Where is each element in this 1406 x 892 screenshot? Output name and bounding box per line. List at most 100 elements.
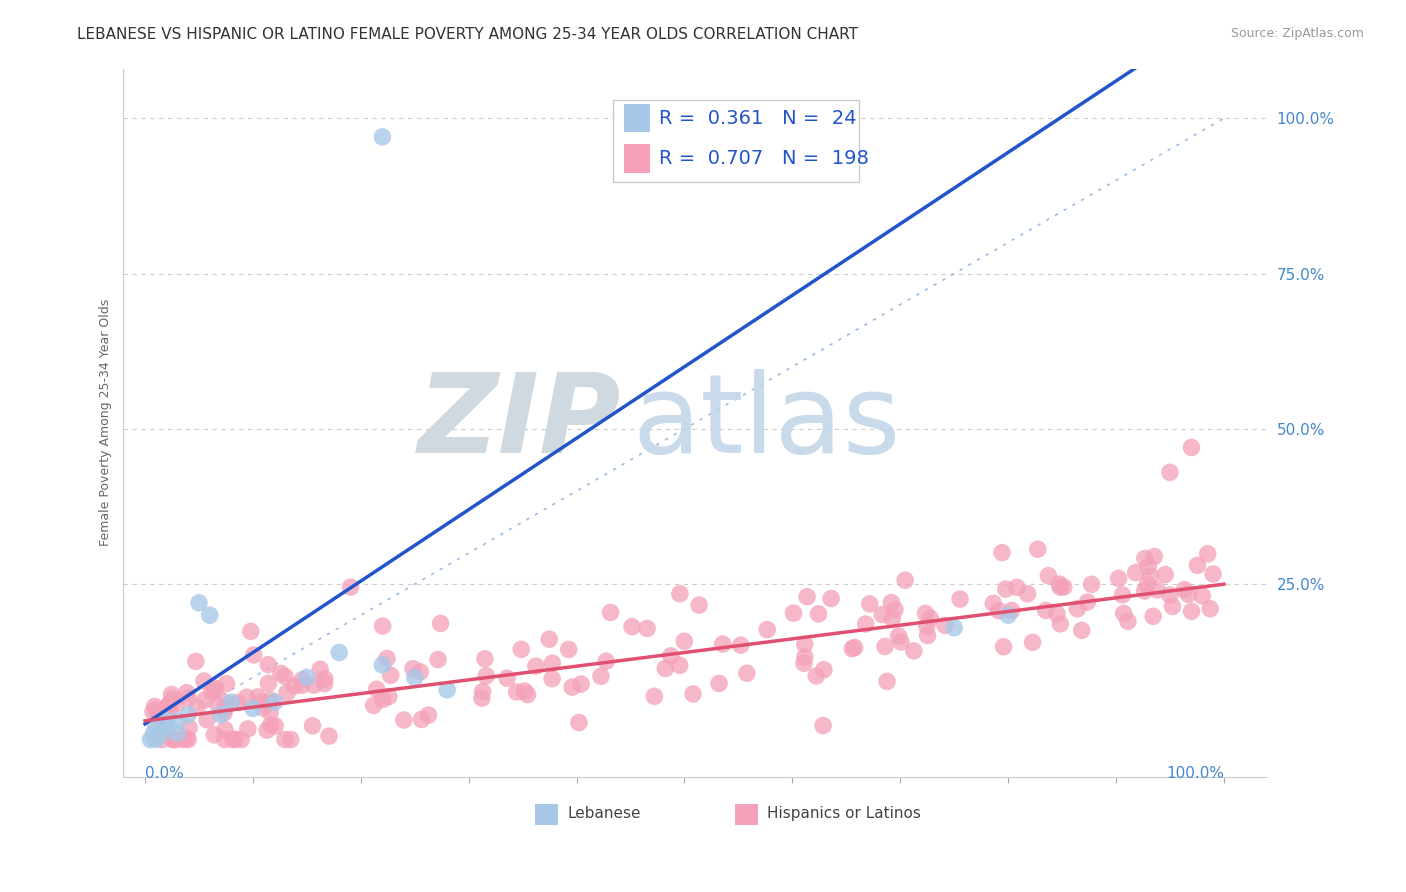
Point — [1053, 580, 1076, 594]
Point — [204, 681, 226, 695]
Point — [949, 592, 972, 607]
Point — [314, 672, 336, 686]
Point — [256, 723, 278, 738]
Point — [226, 696, 249, 710]
Point — [257, 657, 280, 672]
Point — [259, 706, 281, 720]
Point — [302, 678, 325, 692]
Point — [1080, 577, 1102, 591]
Point — [793, 650, 815, 665]
Point — [236, 722, 259, 736]
Text: atlas: atlas — [633, 369, 901, 476]
Point — [1047, 577, 1070, 591]
Point — [934, 618, 956, 632]
Point — [474, 652, 496, 666]
Point — [427, 652, 450, 666]
Point — [557, 642, 579, 657]
Point — [1197, 547, 1219, 561]
Point — [510, 642, 533, 657]
Text: R =  0.361   N =  24: R = 0.361 N = 24 — [658, 109, 856, 128]
Point — [166, 726, 188, 740]
Bar — [536, 804, 558, 825]
Point — [239, 624, 262, 639]
Point — [589, 669, 612, 683]
Point — [214, 723, 236, 737]
Point — [156, 714, 179, 728]
Bar — [624, 104, 650, 132]
Point — [142, 726, 165, 740]
Point — [176, 731, 198, 746]
Point — [654, 661, 676, 675]
Text: 100.0%: 100.0% — [1166, 766, 1223, 781]
Point — [328, 646, 350, 660]
Point — [246, 690, 269, 704]
Point — [194, 692, 217, 706]
Point — [159, 702, 181, 716]
Point — [172, 732, 194, 747]
Point — [880, 596, 903, 610]
Point — [242, 648, 264, 662]
Point — [371, 692, 394, 706]
Point — [1177, 587, 1199, 601]
Point — [242, 701, 264, 715]
Point — [1137, 559, 1160, 574]
Point — [177, 690, 200, 705]
Point — [314, 677, 336, 691]
Point — [152, 732, 174, 747]
Point — [418, 708, 440, 723]
Point — [207, 698, 229, 713]
Point — [280, 732, 302, 747]
Point — [820, 591, 842, 606]
Point — [260, 693, 283, 707]
Point — [257, 676, 280, 690]
Point — [177, 707, 200, 722]
Point — [1133, 551, 1156, 566]
Point — [363, 698, 385, 713]
Point — [659, 648, 682, 663]
Point — [436, 682, 458, 697]
Point — [202, 728, 225, 742]
Point — [276, 686, 298, 700]
Point — [404, 670, 426, 684]
Point — [1108, 571, 1130, 585]
Point — [1038, 568, 1060, 582]
Point — [162, 732, 184, 747]
Point — [1026, 542, 1049, 557]
Point — [471, 691, 494, 706]
Point — [806, 669, 828, 683]
Point — [621, 620, 644, 634]
Point — [796, 590, 818, 604]
Point — [165, 732, 187, 747]
Point — [148, 712, 170, 726]
Point — [673, 634, 696, 648]
Point — [145, 703, 167, 717]
Point — [1049, 616, 1071, 631]
Point — [541, 657, 564, 671]
Point — [378, 690, 401, 704]
Point — [1001, 603, 1024, 617]
Point — [1187, 558, 1209, 573]
Point — [1066, 602, 1088, 616]
Bar — [624, 145, 650, 173]
Point — [209, 707, 232, 722]
Point — [179, 721, 201, 735]
Point — [166, 714, 188, 728]
Point — [1161, 599, 1184, 614]
Point — [813, 663, 835, 677]
Point — [250, 695, 273, 709]
Point — [1021, 635, 1043, 649]
Point — [561, 680, 583, 694]
Point — [1005, 580, 1028, 594]
Point — [309, 662, 332, 676]
Point — [859, 597, 882, 611]
Point — [1035, 603, 1057, 617]
Point — [793, 637, 815, 651]
Point — [270, 666, 292, 681]
Point — [143, 699, 166, 714]
Point — [1159, 588, 1181, 602]
Text: Lebanese: Lebanese — [567, 806, 641, 822]
Point — [524, 659, 547, 673]
Point — [890, 635, 912, 649]
Point — [1202, 566, 1225, 581]
Point — [214, 702, 236, 716]
